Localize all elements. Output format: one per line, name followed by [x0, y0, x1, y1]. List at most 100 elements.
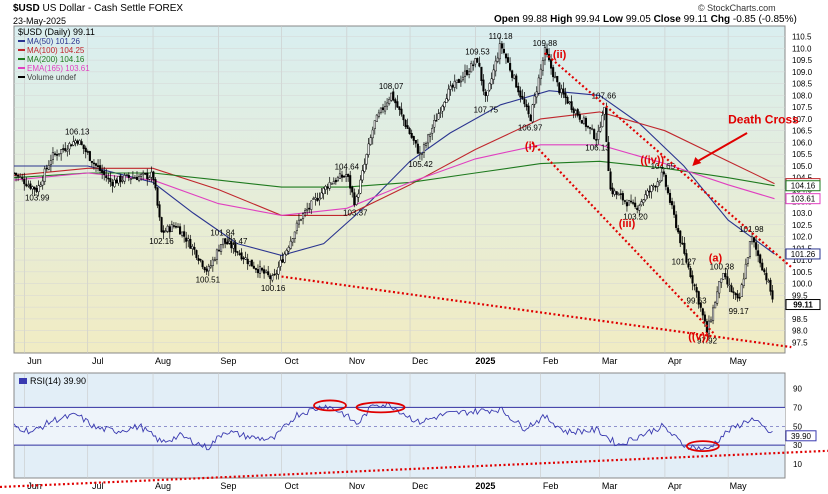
- candle-body: [441, 105, 444, 112]
- price-data-label: 100.16: [261, 284, 286, 293]
- candle: [666, 184, 670, 195]
- candle: [172, 222, 175, 229]
- candle: [291, 238, 294, 247]
- x-tick-label: Apr: [668, 481, 682, 491]
- candle-body: [88, 151, 91, 161]
- candle: [474, 58, 477, 68]
- candle: [535, 86, 538, 104]
- candle-body: [357, 193, 360, 198]
- candle: [345, 169, 348, 182]
- candle-body: [111, 181, 114, 186]
- candle: [191, 244, 194, 256]
- candle: [599, 121, 602, 133]
- candle-body: [644, 194, 647, 201]
- candle-body: [679, 230, 682, 244]
- candle-body: [605, 107, 608, 142]
- candle-body: [117, 175, 120, 184]
- candle-body: [334, 179, 337, 183]
- candle-body: [72, 141, 75, 146]
- candle-body: [189, 239, 192, 249]
- candle-body: [480, 66, 483, 82]
- instrument-name: US Dollar - Cash Settle: [42, 3, 146, 14]
- candle-body: [613, 190, 616, 195]
- candle: [463, 64, 467, 84]
- candle-body: [646, 190, 649, 196]
- candle: [304, 207, 307, 218]
- candle-body: [84, 147, 87, 153]
- candle: [472, 60, 475, 71]
- candle-body: [640, 201, 643, 206]
- candle: [648, 185, 651, 199]
- rsi-badge-box: [785, 430, 817, 442]
- candle: [429, 132, 432, 143]
- ma-line-ma100: [14, 111, 775, 216]
- y-tick-label: 97.5: [792, 338, 808, 347]
- candle: [131, 171, 134, 180]
- candle: [14, 172, 16, 175]
- candle-body: [560, 88, 563, 93]
- candle-body: [375, 114, 378, 122]
- symbol: $USD: [13, 3, 40, 14]
- candle-body: [82, 144, 85, 149]
- candle-body: [160, 217, 163, 233]
- candle: [183, 224, 186, 243]
- candle: [683, 236, 686, 256]
- candle-body: [105, 175, 108, 178]
- candle: [533, 92, 536, 108]
- candle-body: [201, 260, 204, 268]
- candle-body: [429, 134, 432, 137]
- candle: [740, 282, 743, 298]
- candle-body: [418, 152, 421, 154]
- candle: [248, 261, 251, 267]
- candle-body: [279, 260, 282, 267]
- candle-body: [416, 143, 419, 154]
- candle-body: [183, 231, 186, 237]
- legend-entry: EMA(165) 103.61: [27, 64, 90, 73]
- rsi-y-tick-label: 10: [793, 460, 802, 469]
- candle-body: [673, 205, 676, 215]
- candle: [19, 173, 22, 179]
- candle-body: [304, 210, 307, 213]
- candle: [201, 259, 204, 270]
- candle: [160, 216, 163, 233]
- candle: [625, 199, 629, 212]
- candle-body: [33, 186, 36, 190]
- candle-body: [576, 109, 579, 116]
- candle: [484, 88, 487, 102]
- candle-body: [205, 268, 208, 272]
- candle: [285, 248, 288, 256]
- y-tick-label: 109.5: [792, 56, 813, 65]
- candle-body: [388, 99, 391, 104]
- candle: [150, 166, 153, 183]
- candle-body: [625, 202, 629, 207]
- badge-box: [785, 248, 821, 260]
- candle: [123, 172, 126, 185]
- candle-body: [404, 120, 407, 127]
- candle: [763, 267, 766, 276]
- candle-body: [582, 117, 585, 124]
- candle: [41, 176, 44, 190]
- candle-body: [748, 241, 752, 257]
- candle-body: [164, 230, 167, 233]
- candle: [279, 255, 282, 271]
- y-tick-label: 108.0: [792, 91, 813, 100]
- candle: [353, 188, 356, 208]
- candle: [545, 43, 549, 58]
- low-key: Low: [602, 14, 623, 25]
- candle: [660, 166, 663, 182]
- y-tick-label: 103.0: [792, 209, 813, 218]
- candle-body: [488, 83, 491, 91]
- candle: [297, 213, 300, 228]
- candle-body: [246, 258, 249, 264]
- candle-body: [330, 183, 333, 185]
- candle-body: [623, 200, 626, 202]
- candle: [377, 109, 380, 119]
- open-key: Open: [494, 14, 520, 25]
- candle-body: [566, 97, 569, 104]
- candle: [355, 194, 358, 206]
- candle-body: [162, 230, 165, 233]
- price-data-label: 105.42: [408, 160, 433, 169]
- candle-body: [45, 167, 48, 170]
- candle-body: [744, 263, 747, 279]
- candle: [662, 168, 665, 177]
